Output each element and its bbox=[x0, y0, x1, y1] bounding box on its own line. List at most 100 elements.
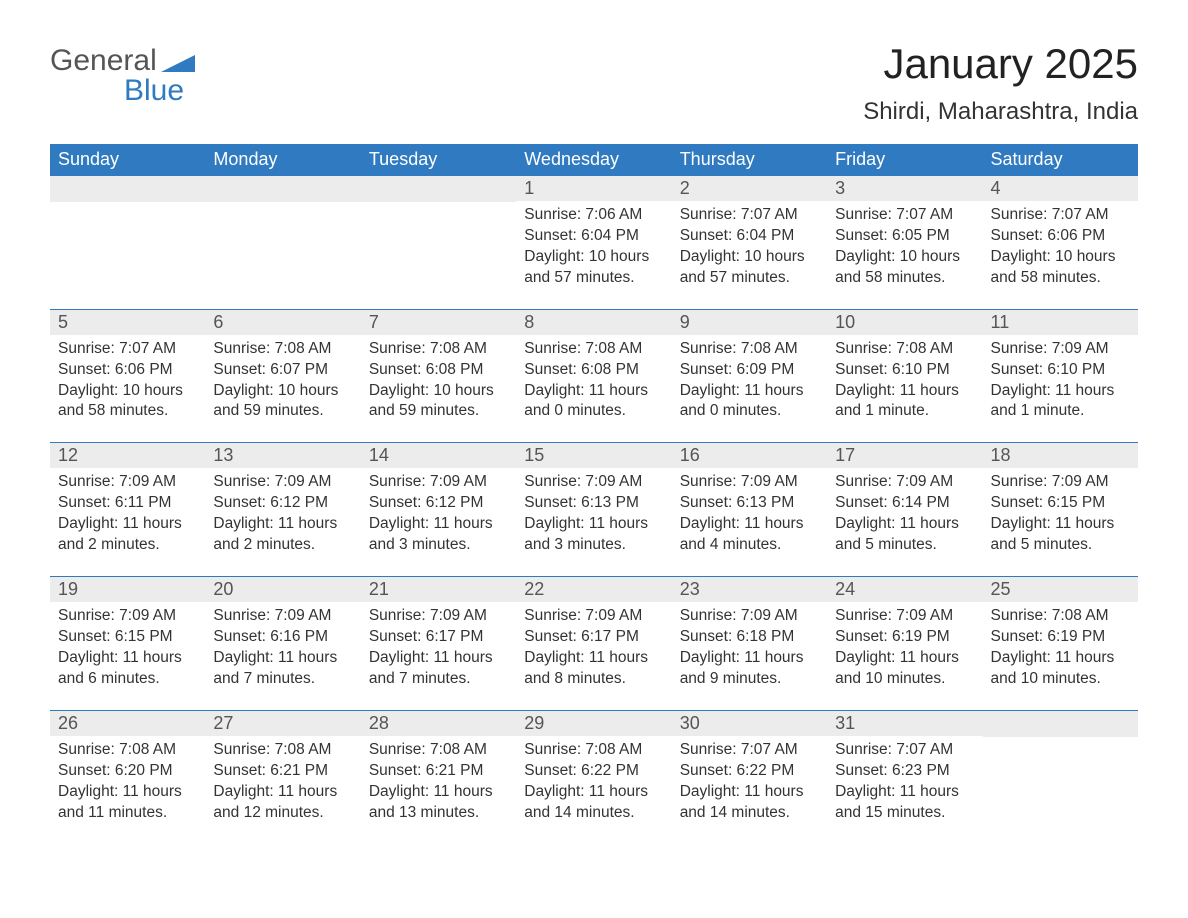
day-details: Sunrise: 7:09 AM Sunset: 6:16 PM Daylight:… bbox=[205, 602, 360, 690]
day-details: Sunrise: 7:07 AMSunset: 6:22 PMDaylight:… bbox=[672, 736, 827, 824]
calendar-day-cell: 2Sunrise: 7:07 AMSunset: 6:04 PMDaylight… bbox=[672, 176, 827, 310]
day-number: 11 bbox=[983, 310, 1138, 335]
sunrise-line: Sunrise: 7:07 AM bbox=[991, 206, 1109, 223]
sunrise-line: Sunrise: 7:09 AM bbox=[58, 607, 176, 624]
sunrise-line: Sunrise: 7:09 AM bbox=[213, 607, 331, 624]
daylight-line: Daylight: 10 hours and 58 minutes. bbox=[835, 248, 960, 286]
daylight-line: Daylight: 11 hours and 2 minutes. bbox=[58, 515, 182, 553]
day-number: 17 bbox=[827, 443, 982, 468]
sunset-line: Sunset: 6:10 PM bbox=[991, 361, 1106, 378]
daylight-line: Daylight: 11 hours and 11 minutes. bbox=[58, 783, 182, 821]
day-number bbox=[361, 176, 516, 202]
day-details: Sunrise: 7:06 AMSunset: 6:04 PMDaylight:… bbox=[516, 201, 671, 289]
sunset-line: Sunset: 6:22 PM bbox=[524, 762, 639, 779]
sunrise-line: Sunrise: 7:09 AM bbox=[991, 473, 1109, 490]
daylight-line: Daylight: 11 hours and 2 minutes. bbox=[213, 515, 337, 553]
day-number bbox=[983, 711, 1138, 737]
calendar-day-cell: 18 Sunrise: 7:09 AM Sunset: 6:15 PM Dayligh… bbox=[983, 443, 1138, 577]
daylight-line: Daylight: 11 hours and 14 minutes. bbox=[524, 783, 648, 821]
day-details: Sunrise: 7:07 AMSunset: 6:23 PMDaylight:… bbox=[827, 736, 982, 824]
sunrise-line: Sunrise: 7:07 AM bbox=[680, 741, 798, 758]
daylight-line: Daylight: 11 hours and 3 minutes. bbox=[369, 515, 493, 553]
day-details: Sunrise: 7:09 AM Sunset: 6:11 PM Daylight:… bbox=[50, 468, 205, 556]
calendar-day-cell: 20 Sunrise: 7:09 AM Sunset: 6:16 PM Dayligh… bbox=[205, 577, 360, 711]
sunrise-line: Sunrise: 7:09 AM bbox=[369, 607, 487, 624]
sunrise-line: Sunrise: 7:08 AM bbox=[680, 340, 798, 357]
daylight-line: Daylight: 10 hours and 58 minutes. bbox=[991, 248, 1116, 286]
day-details: Sunrise: 7:08 AMSunset: 6:22 PMDaylight:… bbox=[516, 736, 671, 824]
daylight-line: Daylight: 11 hours and 13 minutes. bbox=[369, 783, 493, 821]
day-number: 23 bbox=[672, 577, 827, 602]
daylight-line: Daylight: 11 hours and 7 minutes. bbox=[369, 649, 493, 687]
calendar-day-cell: 1Sunrise: 7:06 AMSunset: 6:04 PMDaylight… bbox=[516, 176, 671, 310]
day-number: 13 bbox=[205, 443, 360, 468]
sunrise-line: Sunrise: 7:09 AM bbox=[58, 473, 176, 490]
day-number: 24 bbox=[827, 577, 982, 602]
sunset-line: Sunset: 6:09 PM bbox=[680, 361, 795, 378]
sunrise-line: Sunrise: 7:08 AM bbox=[369, 741, 487, 758]
sunset-line: Sunset: 6:16 PM bbox=[213, 628, 328, 645]
sunrise-line: Sunrise: 7:09 AM bbox=[524, 473, 642, 490]
day-details: Sunrise: 7:09 AMSunset: 6:14 PMDaylight:… bbox=[827, 468, 982, 556]
calendar-day-cell: 6Sunrise: 7:08 AMSunset: 6:07 PMDaylight… bbox=[205, 309, 360, 443]
day-number: 9 bbox=[672, 310, 827, 335]
logo: General Blue bbox=[50, 40, 195, 106]
sunrise-line: Sunrise: 7:07 AM bbox=[835, 206, 953, 223]
sunset-line: Sunset: 6:12 PM bbox=[369, 494, 484, 511]
sunset-line: Sunset: 6:23 PM bbox=[835, 762, 950, 779]
calendar-day-cell: 10Sunrise: 7:08 AMSunset: 6:10 PMDayligh… bbox=[827, 309, 982, 443]
daylight-line: Daylight: 11 hours and 7 minutes. bbox=[213, 649, 337, 687]
daylight-line: Daylight: 11 hours and 9 minutes. bbox=[680, 649, 804, 687]
day-number: 18 bbox=[983, 443, 1138, 468]
day-details: Sunrise: 7:09 AMSunset: 6:13 PMDaylight:… bbox=[672, 468, 827, 556]
calendar-week-row: 5Sunrise: 7:07 AMSunset: 6:06 PMDaylight… bbox=[50, 309, 1138, 443]
day-number: 28 bbox=[361, 711, 516, 736]
day-number: 12 bbox=[50, 443, 205, 468]
sunset-line: Sunset: 6:19 PM bbox=[835, 628, 950, 645]
sunset-line: Sunset: 6:18 PM bbox=[680, 628, 795, 645]
calendar-day-cell: 25Sunrise: 7:08 AMSunset: 6:19 PMDayligh… bbox=[983, 577, 1138, 711]
sunset-line: Sunset: 6:08 PM bbox=[524, 361, 639, 378]
daylight-line: Daylight: 11 hours and 12 minutes. bbox=[213, 783, 337, 821]
daylight-line: Daylight: 10 hours and 58 minutes. bbox=[58, 382, 183, 420]
day-number: 20 bbox=[205, 577, 360, 602]
day-details: Sunrise: 7:09 AM Sunset: 6:19 PM Daylight:… bbox=[827, 602, 982, 690]
day-number: 2 bbox=[672, 176, 827, 201]
sunrise-line: Sunrise: 7:09 AM bbox=[524, 607, 642, 624]
day-number: 6 bbox=[205, 310, 360, 335]
sunset-line: Sunset: 6:06 PM bbox=[58, 361, 173, 378]
day-header: Thursday bbox=[672, 144, 827, 176]
sunset-line: Sunset: 6:20 PM bbox=[58, 762, 173, 779]
day-details: Sunrise: 7:09 AMSunset: 6:18 PMDaylight:… bbox=[672, 602, 827, 690]
day-number: 4 bbox=[983, 176, 1138, 201]
sunrise-line: Sunrise: 7:06 AM bbox=[524, 206, 642, 223]
daylight-line: Daylight: 11 hours and 10 minutes. bbox=[835, 649, 959, 687]
daylight-line: Daylight: 10 hours and 59 minutes. bbox=[213, 382, 338, 420]
sunrise-line: Sunrise: 7:09 AM bbox=[835, 607, 953, 624]
day-number: 29 bbox=[516, 711, 671, 736]
day-number: 19 bbox=[50, 577, 205, 602]
sunset-line: Sunset: 6:13 PM bbox=[524, 494, 639, 511]
sunset-line: Sunset: 6:19 PM bbox=[991, 628, 1106, 645]
day-details: Sunrise: 7:09 AMSunset: 6:10 PMDaylight:… bbox=[983, 335, 1138, 423]
calendar-day-cell: 7Sunrise: 7:08 AMSunset: 6:08 PMDaylight… bbox=[361, 309, 516, 443]
daylight-line: Daylight: 11 hours and 5 minutes. bbox=[991, 515, 1115, 553]
day-details: Sunrise: 7:09 AMSunset: 6:17 PMDaylight:… bbox=[516, 602, 671, 690]
day-header: Tuesday bbox=[361, 144, 516, 176]
daylight-line: Daylight: 11 hours and 1 minute. bbox=[991, 382, 1115, 420]
day-details: Sunrise: 7:07 AMSunset: 6:06 PMDaylight:… bbox=[983, 201, 1138, 289]
calendar-day-cell bbox=[361, 176, 516, 310]
sunrise-line: Sunrise: 7:08 AM bbox=[524, 340, 642, 357]
day-header: Sunday bbox=[50, 144, 205, 176]
calendar-day-cell: 21Sunrise: 7:09 AMSunset: 6:17 PMDayligh… bbox=[361, 577, 516, 711]
daylight-line: Daylight: 11 hours and 5 minutes. bbox=[835, 515, 959, 553]
day-header: Wednesday bbox=[516, 144, 671, 176]
sunset-line: Sunset: 6:05 PM bbox=[835, 227, 950, 244]
daylight-line: Daylight: 11 hours and 3 minutes. bbox=[524, 515, 648, 553]
daylight-line: Daylight: 11 hours and 1 minute. bbox=[835, 382, 959, 420]
sunset-line: Sunset: 6:11 PM bbox=[58, 494, 171, 511]
sunrise-line: Sunrise: 7:07 AM bbox=[680, 206, 798, 223]
sunset-line: Sunset: 6:15 PM bbox=[991, 494, 1106, 511]
day-number: 21 bbox=[361, 577, 516, 602]
sunrise-line: Sunrise: 7:09 AM bbox=[680, 473, 798, 490]
